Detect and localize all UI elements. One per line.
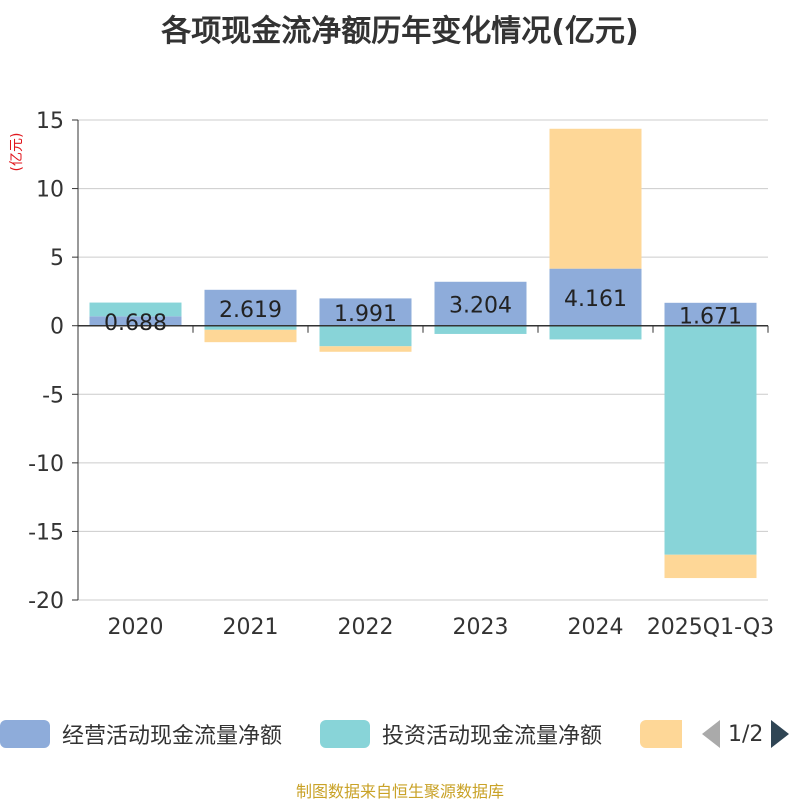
x-tick-label: 2023: [453, 615, 509, 640]
x-tick-label: 2020: [108, 615, 164, 640]
legend-page-indicator: 1/2: [728, 721, 764, 747]
data-label-operating: 0.688: [104, 311, 167, 336]
legend-next-icon[interactable]: [771, 720, 790, 748]
legend-pager: 1/2: [702, 716, 790, 752]
data-label-operating: 4.161: [564, 287, 627, 312]
bar-financing: [319, 346, 412, 352]
x-tick-label: 2025Q1-Q3: [647, 615, 774, 640]
bar-financing: [664, 554, 757, 579]
bar-operating: [89, 316, 182, 326]
bar-investing: [549, 325, 642, 340]
bar-operating: [204, 289, 297, 326]
data-label-operating: 1.991: [334, 302, 397, 327]
y-tick-label: -15: [28, 520, 64, 545]
x-tick-label: 2021: [223, 615, 279, 640]
y-tick-label: -20: [28, 589, 64, 614]
bar-financing: [549, 128, 642, 269]
bar-investing: [434, 325, 527, 334]
chart-title: 各项现金流净额历年变化情况(亿元): [161, 14, 639, 49]
chart-plot: 15 10 5 0 -5 -10 -15 -20 2020 2021 2022 2023 2024 202…: [28, 109, 774, 640]
legend-item-investing[interactable]: 投资活动现金流量净额: [320, 716, 602, 752]
legend-item-financing[interactable]: [640, 716, 682, 752]
legend: 经营活动现金流量净额 投资活动现金流量净额 1/2: [0, 716, 800, 752]
bar-investing: [89, 302, 182, 317]
bar-investing: [319, 325, 412, 347]
legend-prev-icon[interactable]: [702, 720, 720, 748]
y-tick-label: -5: [42, 383, 64, 408]
bar-operating: [664, 302, 757, 326]
legend-label-investing: 投资活动现金流量净额: [382, 724, 603, 749]
data-source-footer: 制图数据来自恒生聚源数据库: [295, 782, 504, 801]
y-tick-label: 15: [36, 109, 64, 134]
legend-item-operating[interactable]: 经营活动现金流量净额: [0, 716, 282, 752]
legend-swatch-investing: [320, 720, 370, 748]
y-tick-label: -10: [28, 452, 64, 477]
data-label-operating: 1.671: [679, 304, 742, 329]
legend-label-operating: 经营活动现金流量净额: [62, 724, 283, 749]
bar-financing: [204, 329, 297, 343]
y-tick-label: 0: [50, 315, 64, 340]
x-tick-label: 2024: [568, 615, 624, 640]
y-tick-label: 5: [50, 246, 64, 271]
bar-operating: [549, 268, 642, 326]
x-tick-label: 2022: [338, 615, 394, 640]
bar-investing: [664, 325, 757, 555]
legend-swatch-financing: [640, 720, 682, 748]
bar-investing: [204, 325, 297, 330]
bar-operating: [319, 298, 412, 326]
data-label-operating: 2.619: [219, 298, 282, 323]
y-tick-label: 10: [36, 178, 64, 203]
bar-operating: [434, 281, 527, 326]
data-label-operating: 3.204: [449, 294, 512, 319]
legend-swatch-operating: [0, 720, 50, 748]
